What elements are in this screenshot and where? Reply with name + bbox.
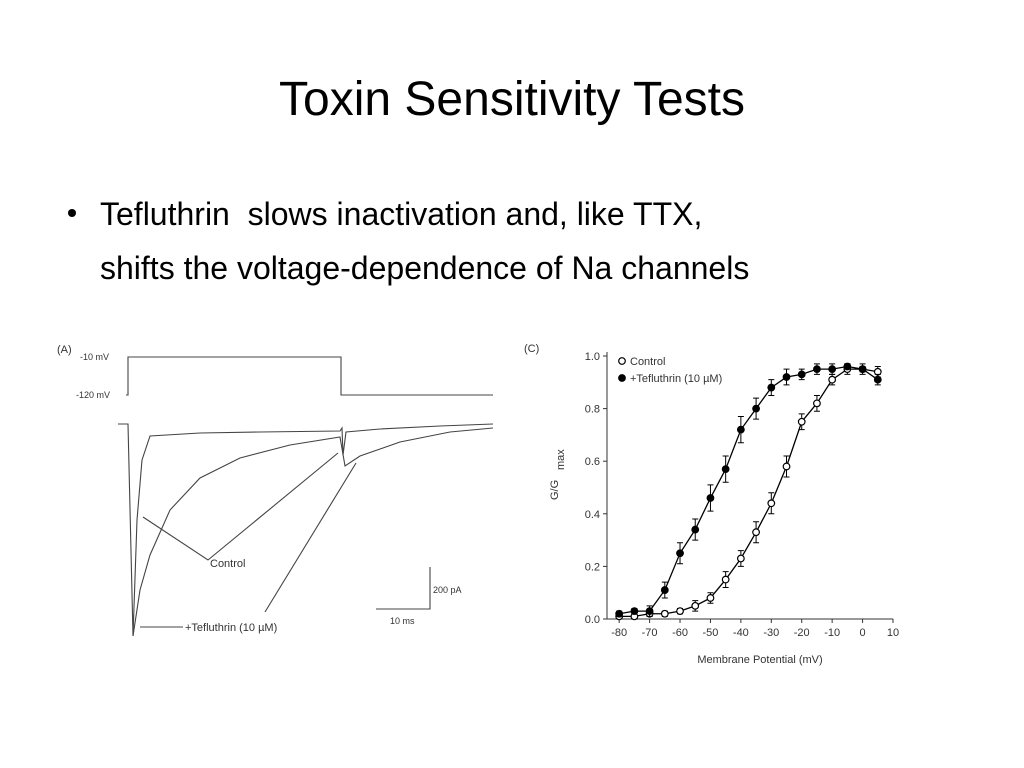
tefluthrin-trace — [132, 427, 494, 637]
axes — [606, 352, 893, 620]
data-point — [843, 362, 852, 371]
bullet-dot — [68, 209, 76, 217]
x-tick-label: 10 — [887, 627, 899, 639]
data-point — [691, 525, 700, 534]
data-point — [706, 494, 715, 502]
data-point — [828, 365, 837, 374]
data-point — [676, 549, 684, 558]
data-point — [645, 607, 654, 616]
legend-marker — [618, 374, 626, 382]
y-tick-label: 0.6 — [585, 456, 600, 468]
data-point — [721, 575, 730, 584]
trace-label: +Tefluthrin (10 µM) — [185, 622, 277, 634]
data-point — [706, 594, 715, 602]
step-label: -10 mV — [80, 352, 109, 362]
trace-label: Control — [210, 558, 245, 570]
x-tick-label: -70 — [642, 627, 658, 639]
y-tick-label: 0.2 — [585, 561, 600, 573]
voltage-step — [126, 356, 493, 396]
data-point — [873, 375, 882, 384]
data-point — [767, 499, 776, 508]
control-trace — [118, 423, 494, 637]
data-point — [721, 465, 730, 473]
slide-title: Toxin Sensitivity Tests — [279, 73, 745, 126]
fit-line — [619, 365, 879, 615]
panel-label: (C) — [524, 343, 539, 355]
data-point — [691, 601, 700, 610]
data-point — [752, 528, 760, 537]
data-point — [736, 425, 745, 434]
data-point — [660, 609, 669, 618]
bullet-line: shifts the voltage-dependence of Na chan… — [100, 250, 749, 286]
data-point — [858, 365, 867, 374]
scale-label: 200 pA — [433, 585, 462, 595]
legend-label: Control — [630, 356, 665, 368]
x-tick-label: -50 — [702, 627, 718, 639]
data-point — [813, 365, 821, 374]
x-tick-label: 0 — [860, 627, 866, 639]
data-point — [813, 399, 821, 408]
y-tick-label: 0.8 — [585, 404, 600, 416]
data-point — [676, 607, 684, 616]
x-tick-label: -10 — [824, 627, 840, 639]
scale-label: 10 ms — [390, 616, 415, 626]
scale-bar — [376, 567, 431, 610]
y-axis-title: G/G max — [549, 449, 567, 500]
x-tick-label: -40 — [733, 627, 749, 639]
data-point — [767, 383, 776, 392]
figure-a: (A) -10 mV -120 mV Control +Tefluthrin (… — [57, 344, 494, 637]
fit-line — [619, 368, 878, 618]
legend-label: +Tefluthrin (10 µM) — [630, 373, 722, 385]
figure-c: (C) Membrane Potential (mV) G/G max 0.0 0… — [524, 343, 899, 666]
data-point — [660, 586, 669, 594]
y-axis-label-sub: max — [555, 449, 567, 470]
bullet-line: Tefluthrin slows inactivation and, like … — [100, 196, 702, 232]
data-point — [615, 609, 624, 618]
x-tick-label: -80 — [611, 627, 627, 639]
panel-label: (A) — [57, 344, 72, 356]
y-axis-label: G/G — [549, 480, 561, 500]
x-tick-label: -30 — [763, 627, 779, 639]
x-axis-label: Membrane Potential (mV) — [697, 654, 822, 666]
x-tick-label: -20 — [794, 627, 810, 639]
y-tick-label: 1.0 — [585, 351, 600, 363]
y-tick-label: 0.4 — [585, 509, 600, 521]
data-point — [630, 607, 639, 616]
data-point — [736, 554, 745, 563]
data-point — [782, 373, 791, 381]
legend-marker — [618, 357, 626, 365]
data-point — [797, 417, 806, 426]
data-point — [782, 462, 791, 471]
data-point — [752, 404, 760, 413]
data-point — [797, 370, 806, 379]
x-tick-label: -60 — [672, 627, 688, 639]
step-label: -120 mV — [76, 390, 110, 400]
annotation-lines — [140, 452, 357, 628]
data-point — [828, 375, 837, 384]
y-tick-label: 0.0 — [585, 614, 600, 626]
